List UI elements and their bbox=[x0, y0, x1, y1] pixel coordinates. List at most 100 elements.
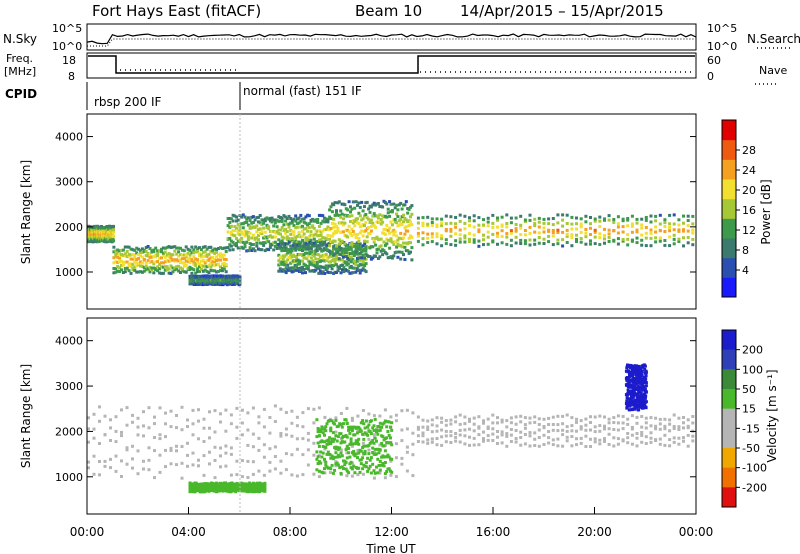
power-echo-cell bbox=[317, 257, 321, 261]
power-echo-cell bbox=[486, 220, 490, 224]
power-echo-cell bbox=[203, 254, 207, 258]
velocity-echo-cell bbox=[191, 451, 195, 455]
velocity-echo-cell bbox=[435, 443, 439, 447]
velocity-echo-cell bbox=[354, 452, 358, 456]
velocity-echo-cell bbox=[551, 438, 555, 442]
power-echo-cell bbox=[255, 241, 259, 245]
power-echo-cell bbox=[268, 217, 272, 220]
power-echo-cell bbox=[192, 251, 196, 255]
power-echo-cell bbox=[253, 236, 257, 240]
power-echo-cell bbox=[339, 271, 343, 275]
power-echo-cell bbox=[621, 225, 625, 229]
colorbar-tick-label: -50 bbox=[742, 442, 760, 455]
power-echo-cell bbox=[598, 236, 602, 240]
power-echo-cell bbox=[342, 265, 346, 269]
power-echo-cell bbox=[270, 242, 274, 246]
power-echo-cell bbox=[215, 247, 219, 251]
power-echo-cell bbox=[542, 230, 546, 234]
velocity-echo-cell bbox=[301, 411, 305, 415]
power-echo-cell bbox=[528, 238, 532, 242]
xtick-label: 00:00 bbox=[679, 525, 714, 539]
velocity-echo-cell bbox=[343, 463, 347, 467]
power-echo-cell bbox=[161, 271, 165, 275]
velocity-echo-cell bbox=[153, 422, 156, 426]
power-echo-cell bbox=[389, 202, 393, 206]
velocity-echo-cell bbox=[331, 471, 335, 475]
power-echo-cell bbox=[509, 221, 513, 225]
velocity-echo-cell bbox=[635, 436, 639, 440]
power-echo-cell bbox=[361, 234, 365, 238]
velocity-echo-cell bbox=[329, 467, 333, 471]
velocity-echo-cell bbox=[528, 421, 532, 425]
velocity-echo-cell bbox=[330, 454, 334, 458]
power-echo-cell bbox=[542, 242, 546, 245]
power-echo-cell bbox=[416, 226, 420, 230]
velocity-echo-cell bbox=[387, 420, 391, 424]
power-echo-cell bbox=[556, 228, 560, 232]
velocity-echo-cell bbox=[250, 490, 254, 494]
velocity-echo-cell bbox=[505, 419, 509, 423]
power-echo-cell bbox=[349, 247, 353, 251]
power-echo-cell bbox=[561, 230, 565, 234]
power-echo-cell bbox=[294, 236, 298, 240]
velocity-echo-cell bbox=[635, 415, 639, 419]
velocity-echo-cell bbox=[482, 421, 485, 425]
colorbar-tick-label: 4 bbox=[742, 264, 749, 277]
velocity-echo-cell bbox=[644, 400, 648, 404]
colorbar-tick-label: -15 bbox=[742, 422, 760, 435]
velocity-echo-cell bbox=[246, 443, 250, 447]
power-echo-cell bbox=[140, 261, 144, 265]
power-echo-cell bbox=[297, 216, 301, 220]
velocity-echo-cell bbox=[491, 432, 495, 436]
power-echo-cell bbox=[226, 217, 230, 220]
power-echo-cell bbox=[144, 254, 148, 258]
power-echo-cell bbox=[352, 259, 356, 263]
power-echo-cell bbox=[346, 235, 350, 239]
velocity-echo-cell bbox=[593, 430, 597, 434]
power-echo-cell bbox=[184, 259, 188, 263]
power-echo-cell bbox=[201, 264, 205, 268]
power-echo-cell bbox=[160, 261, 163, 265]
power-echo-cell bbox=[190, 245, 194, 249]
power-echo-cell bbox=[273, 244, 277, 248]
power-echo-cell bbox=[295, 268, 299, 272]
power-echo-cell bbox=[275, 225, 279, 229]
power-echo-cell bbox=[321, 249, 325, 253]
power-echo-cell bbox=[458, 213, 462, 217]
velocity-echo-cell bbox=[362, 437, 366, 441]
velocity-echo-cell bbox=[363, 449, 367, 453]
power-echo-cell bbox=[131, 248, 135, 252]
velocity-echo-cell bbox=[378, 421, 382, 425]
power-echo-cell bbox=[186, 251, 190, 255]
velocity-echo-cell bbox=[551, 428, 555, 432]
power-echo-cell bbox=[298, 262, 301, 266]
velocity-echo-cell bbox=[323, 433, 326, 437]
power-echo-cell bbox=[421, 216, 425, 220]
power-echo-cell bbox=[537, 231, 541, 235]
power-echo-cell bbox=[338, 248, 341, 252]
power-echo-cell bbox=[284, 227, 288, 231]
power-echo-cell bbox=[316, 240, 320, 244]
velocity-echo-cell bbox=[279, 434, 283, 438]
power-echo-cell bbox=[395, 221, 399, 225]
velocity-echo-cell bbox=[142, 424, 145, 428]
velocity-echo-cell bbox=[344, 418, 348, 422]
velocity-echo-cell bbox=[641, 406, 645, 410]
power-echo-cell bbox=[175, 265, 179, 269]
power-echo-cell bbox=[347, 214, 351, 218]
power-echo-cell bbox=[509, 244, 513, 248]
nave-tick-high: 60 bbox=[707, 54, 721, 67]
power-echo-cell bbox=[392, 202, 396, 206]
velocity-echo-cell bbox=[649, 431, 653, 435]
velocity-echo-cell bbox=[387, 433, 391, 437]
velocity-echo-cell bbox=[290, 409, 294, 413]
power-echo-cell bbox=[180, 248, 184, 252]
power-echo-cell bbox=[686, 214, 690, 218]
power-echo-cell bbox=[290, 249, 294, 253]
velocity-echo-cell bbox=[193, 490, 197, 494]
power-echo-cell bbox=[677, 237, 681, 241]
power-echo-cell bbox=[603, 217, 606, 221]
power-echo-cell bbox=[505, 235, 509, 239]
velocity-echo-cell bbox=[369, 456, 373, 460]
